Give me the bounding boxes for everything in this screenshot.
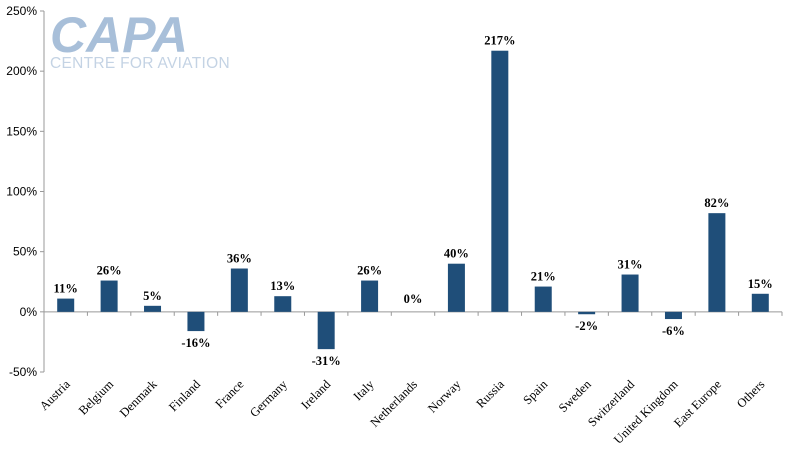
bar-russia xyxy=(491,50,509,312)
y-tick-label: -50% xyxy=(9,365,37,379)
category-label: Others xyxy=(734,377,768,411)
logo-wordmark: CAPA xyxy=(50,7,188,63)
capa-logo: CAPA CENTRE FOR AVIATION xyxy=(50,7,230,72)
category-label: Belgium xyxy=(76,377,117,418)
data-label: 21% xyxy=(531,270,556,284)
bar-united-kingdom xyxy=(664,311,682,320)
category-label: East Europe xyxy=(671,377,724,430)
data-label: 5% xyxy=(143,289,162,303)
bar-denmark xyxy=(144,305,162,312)
category-label: Norway xyxy=(425,377,464,416)
category-label: Netherlands xyxy=(368,377,421,430)
data-label: 82% xyxy=(704,196,729,210)
data-label: 15% xyxy=(748,277,773,291)
bar-east-europe xyxy=(708,213,726,312)
bar-italy xyxy=(361,280,379,312)
bar-norway xyxy=(447,263,465,312)
bar-series xyxy=(57,50,769,350)
category-label: Germany xyxy=(247,377,290,420)
data-label: -31% xyxy=(312,354,341,368)
y-tick-label: 0% xyxy=(20,305,38,319)
bar-finland xyxy=(187,311,205,332)
bar-others xyxy=(751,293,769,312)
data-label: 11% xyxy=(54,282,78,296)
data-label: 13% xyxy=(270,279,295,293)
y-tick-label: 200% xyxy=(6,64,37,78)
bar-spain xyxy=(534,286,552,312)
data-label: 217% xyxy=(484,34,515,48)
bar-ireland xyxy=(317,311,335,350)
logo-tagline: CENTRE FOR AVIATION xyxy=(50,55,230,72)
category-labels: Austria Belgium Denmark Finland France German… xyxy=(37,377,768,447)
data-label: 36% xyxy=(227,252,252,266)
bar-belgium xyxy=(100,280,118,312)
y-tick-label: 50% xyxy=(13,245,37,259)
y-tick-label: 150% xyxy=(6,124,37,138)
data-label: 0% xyxy=(404,292,423,306)
category-label: France xyxy=(213,377,247,411)
bar-france xyxy=(230,268,248,312)
category-label: Austria xyxy=(37,377,73,413)
category-label: Denmark xyxy=(117,377,160,420)
data-label: -6% xyxy=(662,324,685,338)
category-label: Ireland xyxy=(298,377,333,412)
y-tick-label: 250% xyxy=(6,4,37,18)
bar-austria xyxy=(57,298,75,312)
data-label: -16% xyxy=(181,336,210,350)
bar-switzerland xyxy=(621,274,639,312)
category-label: Finland xyxy=(166,377,203,414)
bar-sweden xyxy=(578,311,596,315)
category-label: Russia xyxy=(473,377,507,411)
data-labels: 11% 26% 5% -16% 36% 13% -31% 26% 0% 40% 217% 21% -2%… xyxy=(54,34,773,368)
data-label: 40% xyxy=(444,247,469,261)
data-label: 26% xyxy=(97,264,122,278)
data-label: 26% xyxy=(357,264,382,278)
category-label: Italy xyxy=(351,377,378,404)
bar-germany xyxy=(274,296,292,312)
data-label: 31% xyxy=(618,258,643,272)
y-tick-label: 100% xyxy=(6,185,37,199)
data-label: -2% xyxy=(575,319,598,333)
category-label: Sweden xyxy=(556,377,594,415)
category-label: Spain xyxy=(520,377,551,408)
